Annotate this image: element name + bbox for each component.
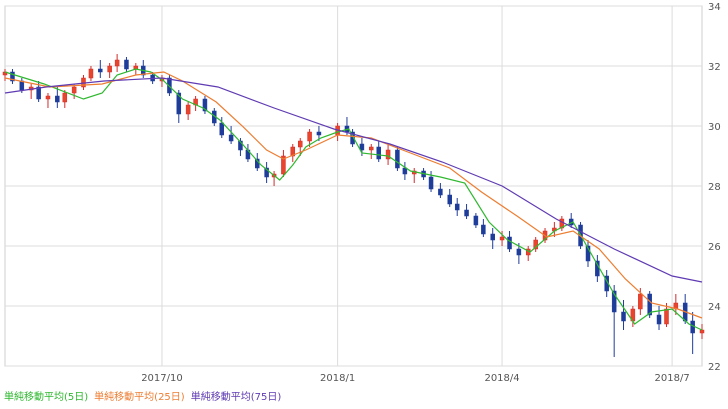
candle-body bbox=[611, 290, 617, 313]
candle-body bbox=[481, 224, 486, 235]
ma25-line bbox=[4, 71, 703, 319]
candle-body bbox=[359, 143, 365, 151]
candle-body bbox=[228, 134, 234, 142]
candle-body bbox=[621, 311, 626, 322]
candle-body bbox=[71, 86, 77, 94]
candle-body bbox=[647, 293, 652, 316]
candle-body bbox=[369, 146, 374, 151]
candle-body bbox=[699, 329, 705, 334]
candle-body bbox=[499, 236, 505, 241]
candle-body bbox=[638, 293, 643, 310]
candle-body bbox=[385, 149, 391, 160]
candle-body bbox=[114, 59, 120, 67]
ma75-line bbox=[4, 77, 703, 283]
candle-body bbox=[438, 188, 443, 196]
y-tick-label: 22 bbox=[708, 362, 721, 373]
candle-body bbox=[167, 77, 172, 94]
candle-body bbox=[10, 71, 15, 82]
candle-body bbox=[36, 86, 41, 100]
candle-body bbox=[264, 167, 269, 178]
x-tick-label: 2018/7 bbox=[655, 373, 690, 384]
candle-body bbox=[473, 215, 479, 226]
candle-body bbox=[202, 98, 208, 112]
y-tick-label: 30 bbox=[708, 122, 721, 133]
candle-body bbox=[402, 167, 408, 175]
candle-body bbox=[219, 122, 225, 136]
candle-body bbox=[307, 131, 312, 142]
candle-body bbox=[516, 248, 522, 256]
candle-body bbox=[490, 233, 495, 241]
candle-body bbox=[281, 155, 286, 175]
y-tick-label: 28 bbox=[708, 182, 721, 193]
y-tick-label: 24 bbox=[708, 302, 721, 313]
candle-body bbox=[376, 146, 381, 160]
candle-body bbox=[19, 80, 25, 91]
candle-body bbox=[290, 146, 296, 157]
ma5-line bbox=[4, 68, 703, 331]
candle-body bbox=[447, 194, 452, 205]
x-tick-label: 2017/10 bbox=[141, 373, 183, 384]
legend-item-ma75: 単純移動平均(75日) bbox=[190, 392, 282, 403]
y-tick-label: 34 bbox=[708, 2, 721, 13]
candle-body bbox=[55, 95, 60, 103]
candle-body bbox=[107, 65, 112, 73]
candle-body bbox=[238, 140, 243, 151]
candle-body bbox=[656, 314, 662, 325]
y-tick-label: 32 bbox=[708, 62, 721, 73]
candle-body bbox=[88, 68, 94, 79]
candle-body bbox=[585, 245, 591, 262]
candle-body bbox=[124, 59, 129, 70]
candle-body bbox=[464, 209, 469, 217]
candle-body bbox=[428, 176, 434, 190]
candle-body bbox=[533, 239, 538, 250]
legend-item-ma5: 単純移動平均(5日) bbox=[4, 392, 89, 403]
y-tick-label: 26 bbox=[708, 242, 721, 253]
candle-body bbox=[297, 140, 303, 148]
candle-body bbox=[395, 149, 400, 169]
candle-body bbox=[185, 104, 191, 115]
candle-body bbox=[454, 203, 460, 211]
candle-body bbox=[45, 95, 51, 100]
candle-body bbox=[507, 236, 512, 250]
legend: 単純移動平均(5日) 単純移動平均(25日) 単純移動平均(75日) bbox=[4, 388, 281, 404]
candle-body bbox=[350, 131, 355, 145]
x-tick-label: 2018/1 bbox=[320, 373, 355, 384]
candle-body bbox=[62, 92, 68, 103]
candle-body bbox=[98, 68, 103, 73]
legend-item-ma25: 単純移動平均(25日) bbox=[94, 392, 185, 403]
candle-body bbox=[664, 308, 669, 325]
x-tick-label: 2018/4 bbox=[484, 373, 519, 384]
candle-body bbox=[316, 131, 322, 136]
candle-body bbox=[176, 92, 182, 115]
